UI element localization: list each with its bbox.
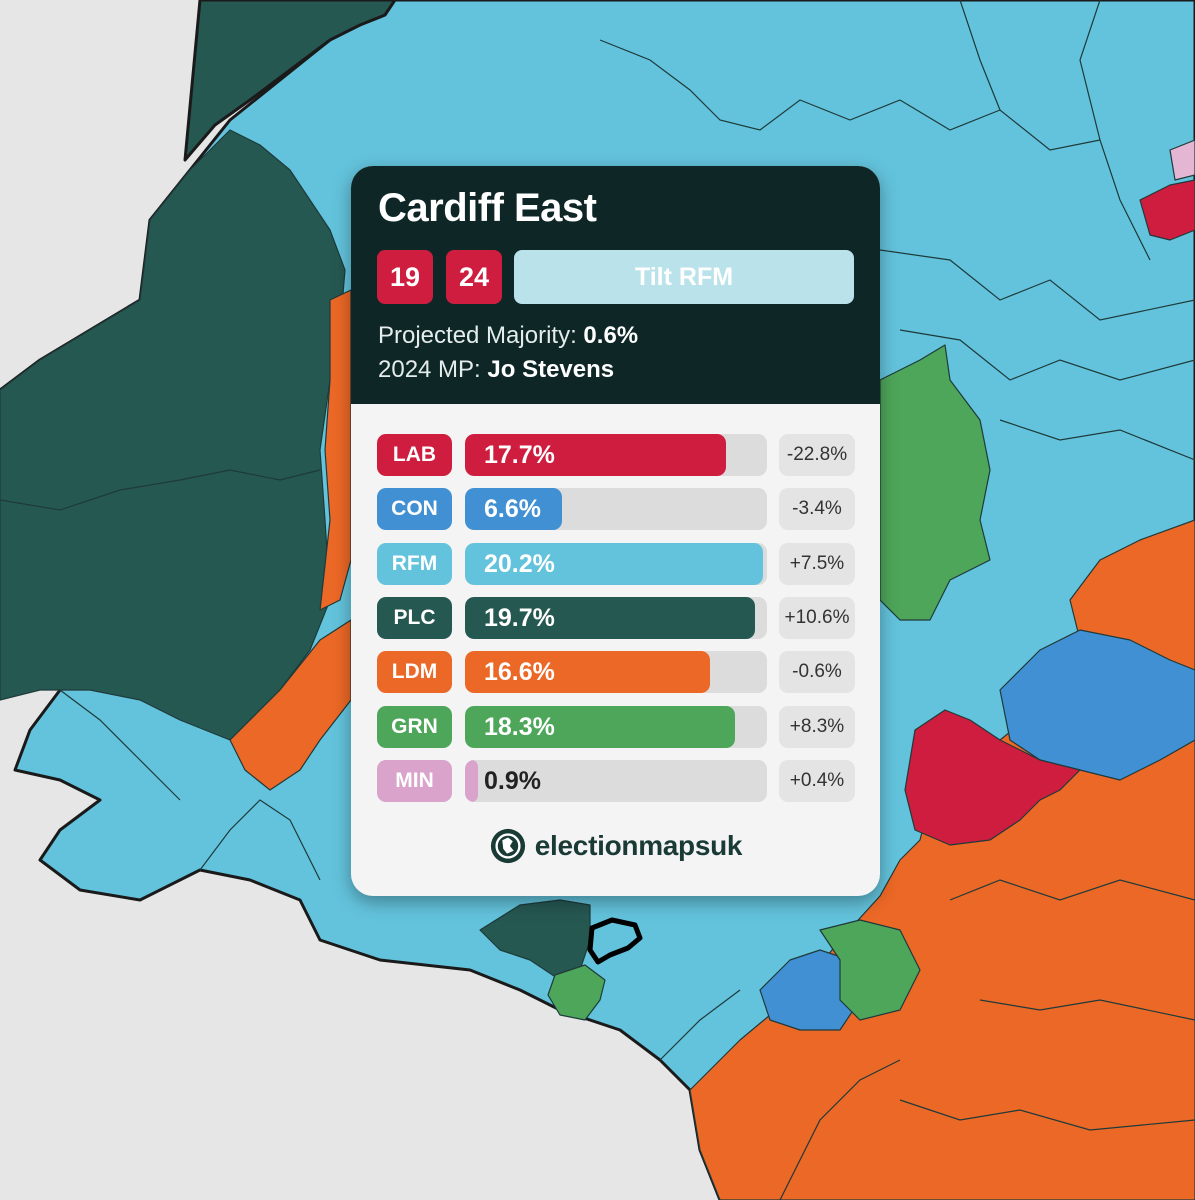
vote-share-fill (465, 759, 479, 802)
mp-2024: 2024 MP: Jo Stevens (378, 356, 614, 384)
plaid-caerphilly[interactable] (479, 899, 591, 981)
vote-share-bar (465, 488, 767, 531)
projected-majority-value: 0.6% (583, 322, 639, 349)
vote-change-label: -0.6% (779, 651, 855, 694)
minor-tile[interactable] (1169, 139, 1195, 181)
party-badge: CON (377, 488, 452, 531)
vote-change-label: -3.4% (779, 488, 855, 531)
green-cardiff-south[interactable] (547, 964, 606, 1021)
party-badge: LAB (377, 434, 452, 476)
plaid-north-wales[interactable] (183, 0, 397, 162)
brand-name: electionmapsuk (534, 830, 743, 861)
vote-share-bar (465, 705, 767, 748)
globe-icon (490, 828, 525, 864)
party-badge: LDM (377, 651, 452, 694)
labour-gloucester[interactable] (904, 709, 1081, 846)
party-badge: PLC (377, 596, 452, 639)
party-row-ldm: LDM 16.6% -0.6% (377, 651, 855, 694)
vote-share-label: 17.7% (484, 441, 555, 469)
party-row-lab: LAB 17.7% -22.8% (377, 434, 855, 476)
vote-change-label: +0.4% (779, 759, 855, 802)
vote-share-label: 20.2% (484, 549, 555, 578)
vote-share-label: 0.9% (484, 766, 541, 795)
vote-share-bar (465, 759, 767, 802)
green-bristol[interactable] (819, 919, 921, 1021)
year-2024-badge: 24 (446, 250, 502, 304)
vote-share-label: 18.3% (484, 712, 555, 741)
mp-2024-label: 2024 MP: (378, 356, 481, 383)
vote-share-fill (465, 651, 710, 694)
cardiff-east-highlight[interactable] (587, 917, 643, 965)
party-badge: MIN (377, 759, 452, 802)
vote-share-bar (465, 651, 767, 694)
vote-change-label: +7.5% (779, 542, 855, 585)
vote-share-fill (465, 705, 735, 748)
brand-logo: electionmapsuk (351, 824, 880, 868)
vote-change-label: +8.3% (779, 705, 855, 748)
vote-share-fill (465, 434, 726, 476)
vote-change-label: +10.6% (779, 596, 855, 639)
vote-share-bar (465, 542, 767, 585)
year-2019-badge: 19 (377, 250, 433, 304)
party-badge: GRN (377, 705, 452, 748)
mp-2024-value: Jo Stevens (487, 356, 615, 383)
vote-share-bar (465, 596, 767, 639)
party-row-plc: PLC 19.7% +10.6% (377, 596, 855, 639)
projected-majority-label: Projected Majority: (378, 322, 577, 349)
vote-share-label: 16.6% (484, 658, 555, 687)
party-badge: RFM (377, 542, 452, 585)
vote-share-label: 19.7% (484, 603, 555, 632)
vote-change-label: -22.8% (779, 434, 855, 476)
party-row-grn: GRN 18.3% +8.3% (377, 705, 855, 748)
party-row-rfm: RFM 20.2% +7.5% (377, 542, 855, 585)
card-header: Cardiff East 19 24 Tilt RFM Projected Ma… (351, 166, 880, 404)
vote-share-fill (465, 542, 763, 585)
vote-share-bar (465, 434, 767, 476)
vote-share-label: 6.6% (484, 495, 541, 524)
projected-majority: Projected Majority: 0.6% (378, 322, 638, 350)
libdem-brecon[interactable] (229, 619, 352, 791)
labour-tile-ne[interactable] (1139, 179, 1195, 241)
vote-share-fill (465, 596, 756, 639)
party-row-con: CON 6.6% -3.4% (377, 488, 855, 531)
green-hereford-edge[interactable] (879, 344, 991, 621)
constituency-card: Cardiff East 19 24 Tilt RFM Projected Ma… (351, 166, 880, 896)
projection-rating-badge: Tilt RFM (514, 250, 854, 304)
vote-share-fill (465, 488, 563, 531)
party-row-min: MIN 0.9% +0.4% (377, 759, 855, 802)
constituency-title: Cardiff East (378, 186, 597, 230)
